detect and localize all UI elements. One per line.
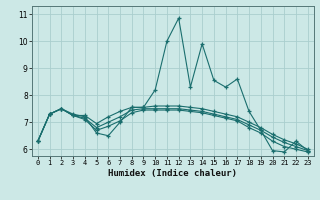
X-axis label: Humidex (Indice chaleur): Humidex (Indice chaleur) (108, 169, 237, 178)
